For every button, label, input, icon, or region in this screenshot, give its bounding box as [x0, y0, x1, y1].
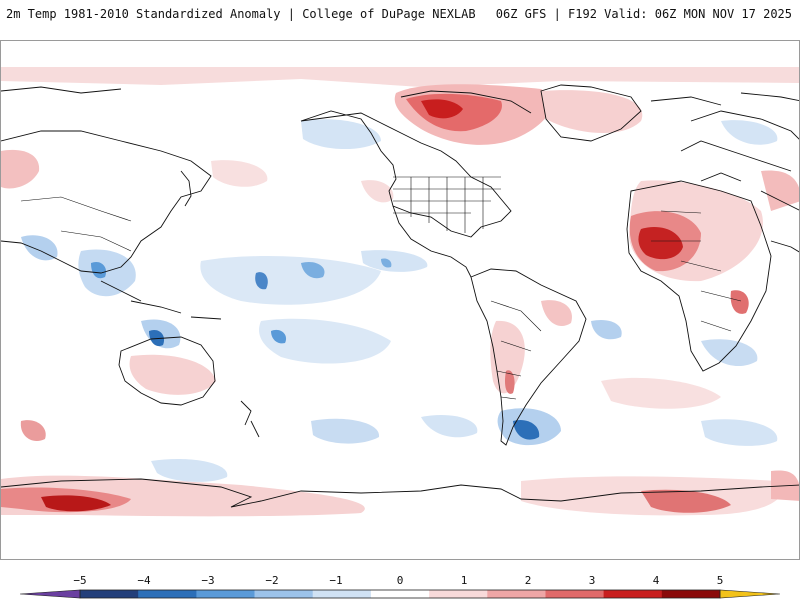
colorbar-label: −5 [73, 574, 87, 587]
colorbar-segment [603, 590, 663, 598]
world-map [0, 40, 800, 560]
colorbar-label: −1 [329, 574, 343, 587]
colorbar-segment [545, 590, 605, 598]
colorbar-segment [80, 590, 139, 598]
run-info: 06Z GFS | F192 Valid: 06Z MON NOV 17 202… [495, 7, 792, 21]
colorbar-segment [429, 590, 488, 598]
colorbar-strip [19, 589, 781, 599]
colorbar-label: −3 [201, 574, 215, 587]
colorbar: −5 −4 −3 −2 −1 0 1 2 3 4 5 [0, 570, 800, 600]
map-header: 2m Temp 1981-2010 Standardized Anomaly |… [0, 0, 800, 30]
colorbar-segment [312, 590, 372, 598]
colorbar-label: 2 [524, 574, 532, 587]
colorbar-labels: −5 −4 −3 −2 −1 0 1 2 3 4 5 [0, 574, 800, 588]
colorbar-arrow-high [719, 589, 781, 599]
colorbar-label: 4 [652, 574, 660, 587]
colorbar-label: 5 [716, 574, 724, 587]
colorbar-label: 3 [588, 574, 596, 587]
cold-anomaly-regions [21, 119, 778, 482]
colorbar-label: 1 [460, 574, 468, 587]
colorbar-segment [254, 590, 314, 598]
colorbar-label: −2 [265, 574, 279, 587]
colorbar-label: −4 [137, 574, 151, 587]
colorbar-arrow-low [19, 589, 81, 599]
colorbar-segment [487, 590, 546, 598]
warm-anomaly-regions [1, 67, 799, 517]
coastlines [1, 84, 799, 508]
map-title: 2m Temp 1981-2010 Standardized Anomaly |… [6, 7, 476, 21]
colorbar-label: 0 [396, 574, 404, 587]
colorbar-segment [138, 590, 197, 598]
colorbar-segment [370, 590, 430, 598]
colorbar-segment [196, 590, 256, 598]
anomaly-map-svg [1, 41, 799, 559]
colorbar-segment [661, 590, 721, 598]
